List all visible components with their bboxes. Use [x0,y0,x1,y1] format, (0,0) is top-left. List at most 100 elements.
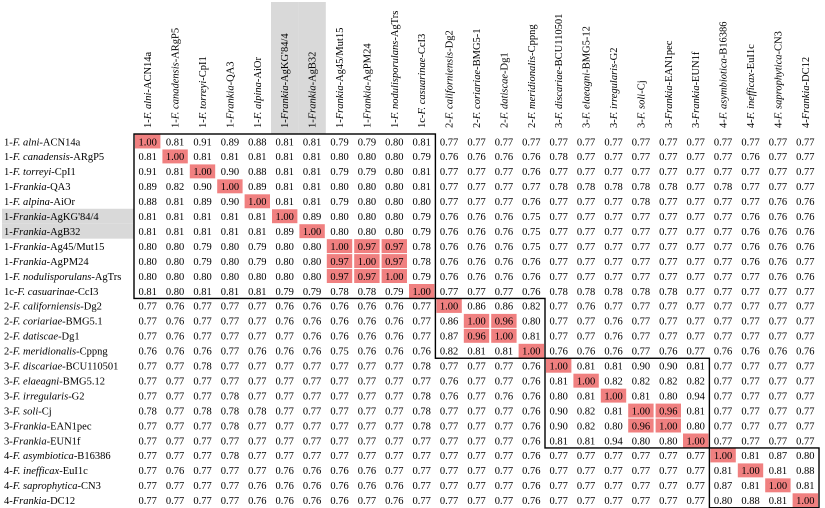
column-label: 1c-F. casuarinae-CcI3 [417,34,428,128]
cell-value: 0.78 [413,421,431,432]
row-label-part: 1- [4,212,13,223]
cell-value: 0.78 [193,362,211,373]
cell-value: 0.77 [358,421,376,432]
cell-value: 0.80 [193,272,211,283]
cell-value: 0.77 [632,212,650,223]
column-label-part: Frankia [362,85,373,120]
cell-value: 0.77 [221,436,239,447]
cell-value: 0.77 [358,391,376,402]
cell-value: 0.77 [687,332,705,343]
cell-value: 0.77 [495,137,513,148]
cell-value: 0.77 [741,421,759,432]
cell-value: 0.77 [550,242,568,253]
row-label-part: 4- [4,496,13,507]
cell-value: 0.77 [604,137,622,148]
column-label-part: F. torreyi [198,81,209,121]
cell-value: 0.76 [385,481,403,492]
cell-value: 0.76 [467,242,485,253]
cell-value: 0.76 [495,242,513,253]
cell-value: 0.77 [440,197,458,208]
cell-value: 0.76 [385,317,403,328]
cell-value: 0.82 [440,347,458,358]
cell-value: 0.76 [166,317,184,328]
cell-value: 0.77 [221,347,239,358]
cell-value: 0.77 [659,481,677,492]
cell-value: 0.76 [769,227,787,238]
cell-value: 0.78 [330,287,348,298]
column-label-part: -AgKG'84/4 [280,33,291,86]
cell-value: 0.77 [276,451,294,462]
cell-value: 0.77 [248,376,266,387]
cell-value: 0.79 [358,167,376,178]
cell-value: 0.76 [358,302,376,313]
cell-value: 0.76 [522,362,540,373]
cell-value: 0.76 [276,302,294,313]
cell-value: 0.77 [604,197,622,208]
cell-value: 0.77 [467,466,485,477]
cell-value: 0.76 [303,332,321,343]
cell-value: 0.76 [769,212,787,223]
column-label-part: -ARgP5 [171,28,182,62]
cell-value: 0.77 [221,317,239,328]
cell-value: 0.76 [522,481,540,492]
cell-value: 0.77 [495,406,513,417]
cell-value: 0.77 [193,317,211,328]
column-label-part: -AgPM24 [362,43,373,86]
cell-value: 0.77 [440,137,458,148]
cell-value: 0.77 [714,272,732,283]
row-label-part: -CcI3 [74,287,98,298]
cell-value: 1.00 [248,197,266,208]
cell-value: 1.00 [166,152,184,163]
column-label-part: F. coriariae [472,70,483,121]
cell-value: 0.77 [276,362,294,373]
cell-value: 0.77 [193,436,211,447]
highlight-cell [683,433,709,448]
cell-value: 0.75 [522,212,540,223]
cell-value: 0.77 [769,287,787,298]
cell-value: 0.77 [358,406,376,417]
cell-value: 0.77 [550,332,568,343]
cell-value: 1.00 [714,451,732,462]
row-label-part: -Dg1 [58,332,80,343]
column-label-part: 1- [362,119,373,128]
cell-value: 0.80 [166,242,184,253]
cell-value: 0.79 [330,197,348,208]
cell-value: 0.77 [714,302,732,313]
column-label-part: -Dg2 [445,30,456,52]
cell-value: 0.77 [495,496,513,507]
cell-value: 0.78 [139,406,157,417]
cell-value: 0.81 [303,137,321,148]
row-label-part: F. californiensis [12,302,80,313]
cell-value: 0.80 [139,272,157,283]
cell-value: 0.80 [659,436,677,447]
cell-value: 0.77 [467,421,485,432]
cell-value: 0.77 [248,391,266,402]
cell-value: 0.77 [330,421,348,432]
cell-value: 0.80 [166,257,184,268]
cell-value: 1.00 [796,496,814,507]
row-shade [2,208,134,224]
cell-value: 0.88 [248,137,266,148]
cell-value: 0.77 [139,332,157,343]
cell-value: 0.77 [550,272,568,283]
column-label-part: F. saprophytica [773,55,784,121]
cell-value: 0.76 [413,347,431,358]
cell-value: 0.77 [440,466,458,477]
cell-value: 0.80 [385,212,403,223]
cell-value: 0.81 [139,287,157,298]
cell-value: 0.77 [139,451,157,462]
cell-value: 0.81 [577,436,595,447]
row-label-part: -ARgP5 [70,152,104,163]
row-label-part: 1- [4,137,13,148]
cell-value: 0.81 [467,347,485,358]
cell-value: 0.77 [330,376,348,387]
cell-value: 0.77 [741,197,759,208]
cell-value: 0.77 [495,421,513,432]
cell-value: 0.77 [769,137,787,148]
row-label-part: 1- [4,272,13,283]
cell-value: 0.77 [714,167,732,178]
row-label: 1-Frankia-AgKG'84/4 [4,212,99,223]
column-label: 1-Frankia-Ag45/Mut15 [335,28,346,128]
cell-value: 0.77 [714,257,732,268]
column-label-part: F. elaeagni [582,73,593,121]
